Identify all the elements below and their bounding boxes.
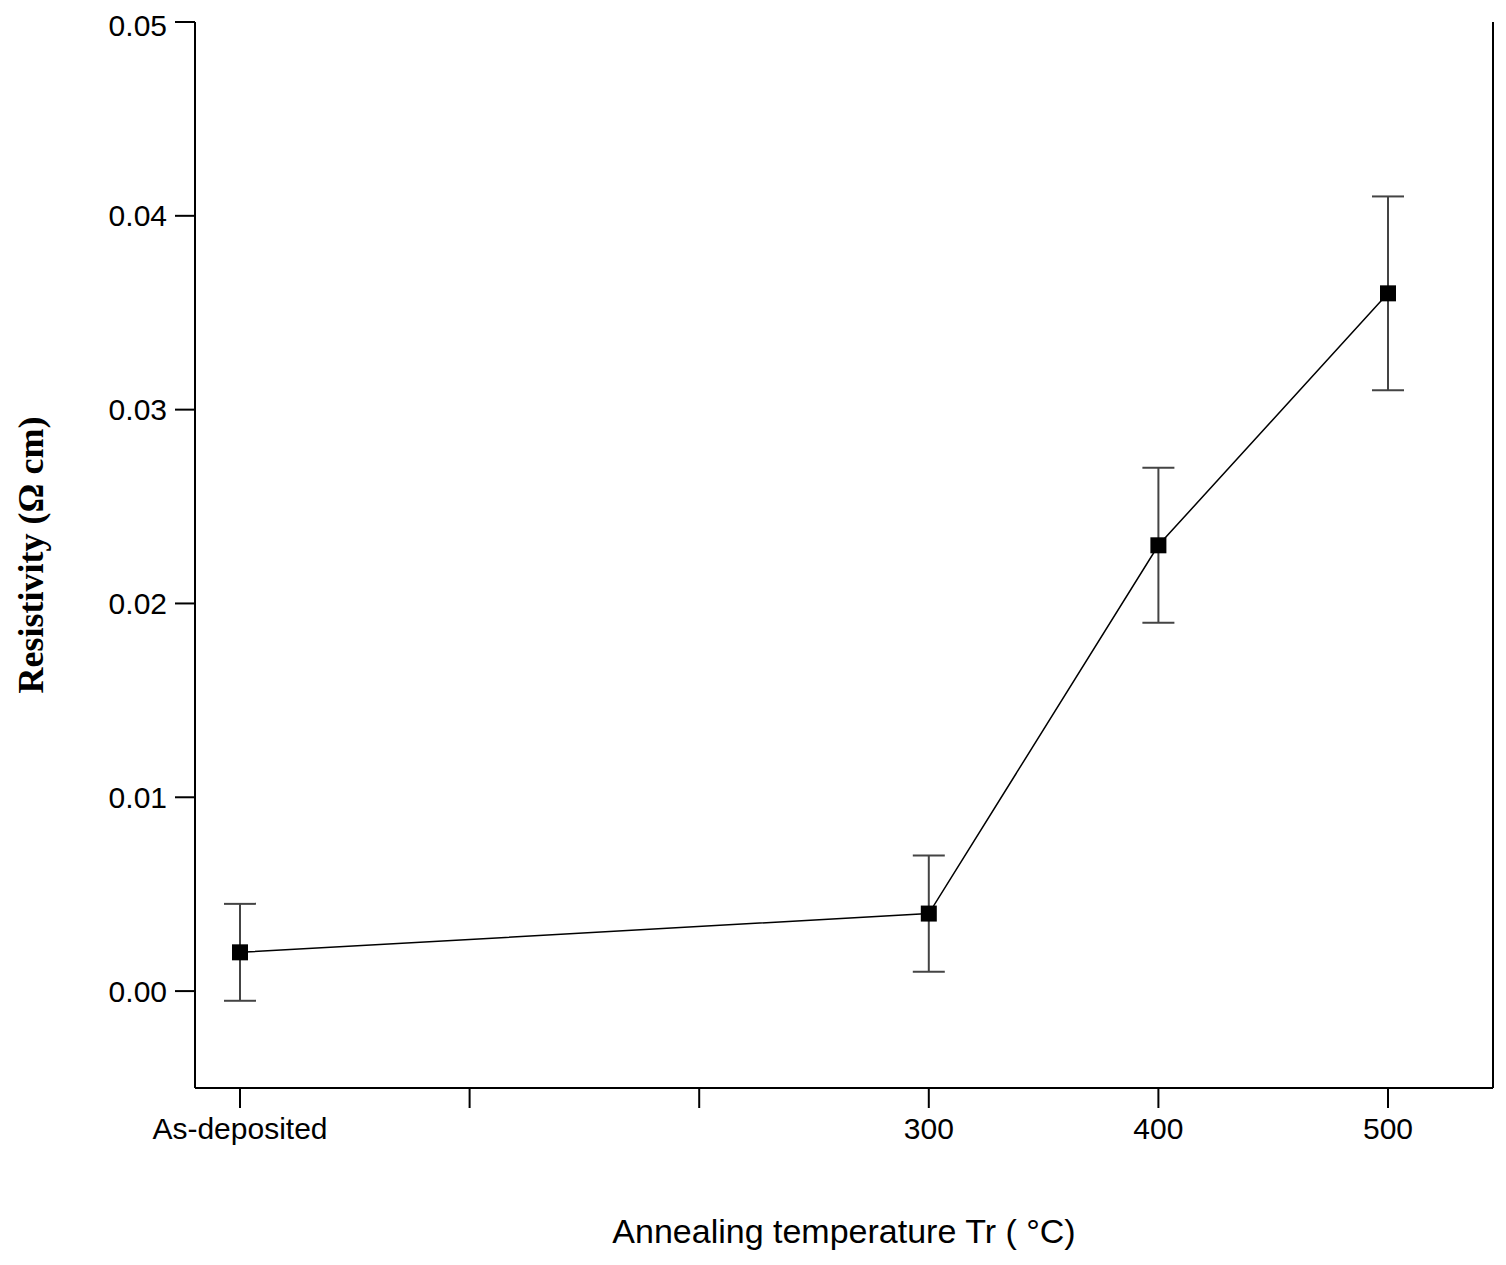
svg-text:400: 400 — [1133, 1112, 1183, 1145]
svg-text:300: 300 — [904, 1112, 954, 1145]
svg-text:0.04: 0.04 — [109, 199, 167, 232]
svg-text:Resistivity (Ω cm): Resistivity (Ω cm) — [11, 417, 51, 694]
svg-text:0.05: 0.05 — [109, 9, 167, 42]
svg-text:0.00: 0.00 — [109, 975, 167, 1008]
svg-text:500: 500 — [1363, 1112, 1413, 1145]
svg-text:As-deposited: As-deposited — [152, 1112, 327, 1145]
svg-text:0.01: 0.01 — [109, 781, 167, 814]
svg-text:0.02: 0.02 — [109, 587, 167, 620]
svg-text:Annealing temperature Tr ( °C): Annealing temperature Tr ( °C) — [612, 1212, 1075, 1250]
svg-text:0.03: 0.03 — [109, 393, 167, 426]
